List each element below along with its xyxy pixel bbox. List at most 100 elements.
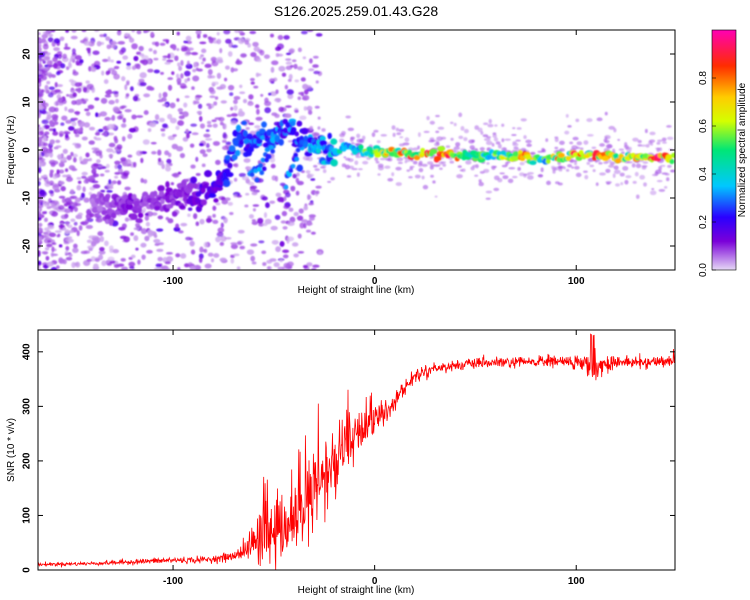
noise-blob (38, 149, 41, 154)
branch-blob (253, 168, 259, 174)
noise-blob (162, 103, 169, 107)
noise-blob (108, 245, 114, 251)
noise-blob (341, 163, 347, 168)
noise-blob (177, 171, 182, 175)
noise-blob (141, 54, 149, 61)
branch-blob (293, 152, 298, 158)
noise-blob (422, 184, 429, 190)
noise-blob (159, 42, 166, 46)
noise-blob (270, 33, 275, 38)
noise-blob (230, 113, 238, 117)
noise-blob (38, 163, 42, 168)
noise-blob (449, 121, 454, 125)
noise-blob (193, 62, 197, 68)
noise-blob (356, 172, 360, 177)
ridge-blob (433, 155, 442, 162)
noise-blob (371, 132, 376, 138)
noise-blob (486, 136, 492, 139)
noise-blob (537, 174, 544, 177)
noise-blob (65, 201, 71, 205)
noise-blob (162, 257, 168, 263)
noise-blob (59, 36, 65, 42)
noise-blob (172, 134, 177, 137)
noise-blob (142, 139, 150, 145)
noise-blob (279, 259, 283, 263)
noise-blob (270, 163, 276, 169)
noise-blob (110, 59, 114, 63)
noise-blob (43, 178, 49, 183)
noise-blob (47, 239, 52, 243)
noise-blob (507, 178, 514, 184)
ridge-blob (108, 218, 114, 226)
noise-blob (171, 173, 179, 177)
noise-blob (46, 261, 54, 267)
noise-blob (162, 91, 168, 98)
noise-blob (125, 158, 132, 165)
noise-blob (583, 170, 588, 173)
noise-blob (77, 121, 86, 128)
noise-blob (112, 150, 117, 154)
noise-blob (48, 120, 54, 126)
noise-blob (662, 141, 667, 144)
noise-blob (76, 143, 81, 148)
noise-blob (613, 165, 619, 170)
noise-blob (233, 104, 238, 111)
noise-blob (178, 115, 185, 120)
noise-blob (620, 151, 625, 155)
noise-blob (376, 140, 381, 144)
y-tick-label: -20 (22, 238, 33, 253)
noise-blob (468, 139, 475, 144)
noise-blob (191, 86, 195, 90)
noise-blob (373, 129, 379, 133)
noise-blob (184, 51, 191, 57)
noise-blob (108, 153, 114, 158)
noise-blob (115, 98, 119, 104)
noise-blob (222, 139, 227, 143)
noise-blob (269, 91, 277, 97)
noise-blob (285, 58, 292, 61)
noise-blob (200, 61, 205, 65)
noise-blob (184, 203, 188, 207)
noise-blob (60, 169, 64, 173)
noise-blob (282, 249, 290, 254)
noise-blob (285, 105, 292, 108)
noise-blob (207, 74, 213, 79)
noise-blob (43, 142, 48, 147)
noise-blob (60, 122, 65, 126)
ridge-blob (313, 144, 318, 150)
ridge-blob (303, 135, 309, 143)
noise-blob (395, 127, 400, 132)
noise-blob (88, 157, 92, 162)
noise-blob (38, 141, 42, 148)
noise-blob (136, 63, 141, 70)
noise-blob (184, 263, 190, 268)
noise-blob (179, 82, 187, 89)
noise-blob (314, 105, 320, 109)
noise-blob (138, 53, 145, 57)
noise-blob (182, 136, 189, 142)
noise-blob (73, 206, 78, 212)
noise-blob (54, 107, 59, 113)
noise-blob (103, 33, 107, 38)
noise-blob (44, 180, 51, 188)
noise-blob (147, 233, 153, 238)
noise-blob (165, 39, 169, 44)
noise-blob (240, 53, 247, 58)
noise-blob (47, 92, 54, 98)
noise-blob (188, 262, 193, 266)
ridge-blob (215, 186, 223, 191)
noise-blob (96, 159, 101, 164)
ridge-blob (157, 185, 165, 192)
noise-blob (38, 31, 41, 36)
noise-blob (153, 57, 159, 61)
noise-blob (239, 84, 243, 89)
ridge-blob (290, 126, 297, 133)
noise-blob (126, 65, 132, 71)
noise-blob (91, 86, 96, 93)
noise-blob (50, 266, 58, 270)
noise-blob (75, 128, 83, 134)
noise-blob (463, 128, 469, 134)
noise-blob (278, 65, 286, 72)
ridge-blob (152, 190, 158, 197)
noise-blob (164, 261, 171, 265)
